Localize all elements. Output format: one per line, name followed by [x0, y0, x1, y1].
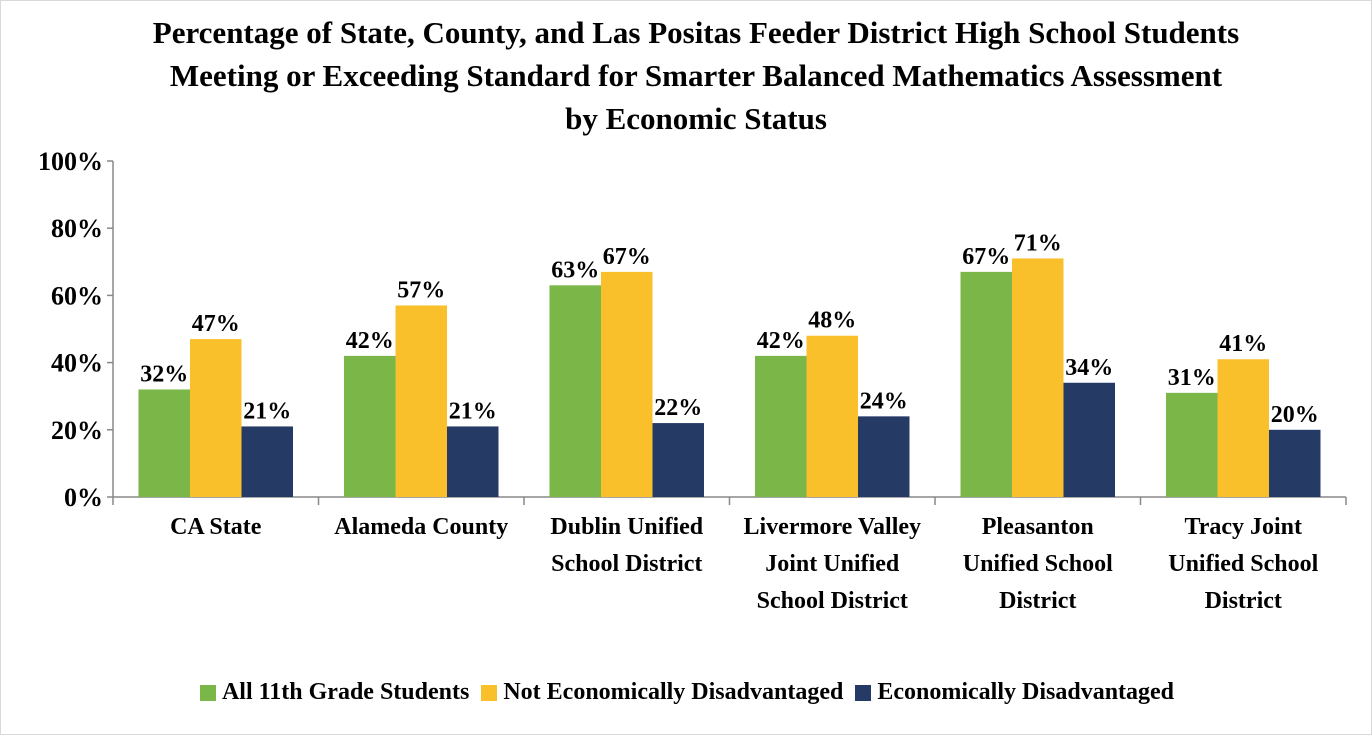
data-label: 48%	[808, 308, 856, 334]
y-tick-label: 20%	[51, 416, 103, 445]
x-tick-label: CA State	[170, 514, 262, 540]
legend-swatch	[481, 684, 498, 701]
bar	[549, 285, 601, 497]
y-tick-label: 80%	[51, 214, 103, 243]
data-label: 67%	[962, 244, 1010, 270]
x-tick-label: Tracy Joint Unified School District	[1168, 514, 1319, 614]
legend-swatch	[199, 684, 216, 701]
data-label: 47%	[192, 311, 240, 337]
x-tick-label: Dublin Unified School District	[550, 514, 704, 577]
bar	[1166, 392, 1218, 497]
bar	[138, 389, 190, 497]
data-label: 24%	[860, 388, 908, 414]
data-label: 41%	[1219, 331, 1267, 357]
chart-title: Percentage of State, County, and Las Pos…	[152, 15, 1240, 136]
y-tick-label: 40%	[51, 349, 103, 378]
data-label: 34%	[1065, 355, 1113, 381]
data-label: 42%	[346, 328, 394, 354]
x-tick-label: Pleasanton Unified School District	[962, 514, 1113, 614]
data-label: 31%	[1168, 365, 1216, 391]
data-label: 22%	[654, 395, 702, 421]
legend-label: Economically Disadvantaged	[877, 679, 1175, 705]
bar	[241, 426, 293, 497]
bar	[447, 426, 499, 497]
bar	[1012, 258, 1064, 497]
bar	[1269, 429, 1321, 497]
data-label: 67%	[603, 244, 651, 270]
legend-item: Economically Disadvantaged	[855, 679, 1174, 706]
bar	[806, 335, 858, 497]
bar	[601, 271, 653, 497]
y-tick-label: 100%	[38, 147, 103, 176]
data-label: 57%	[397, 277, 445, 303]
bar	[960, 271, 1012, 497]
bar	[344, 355, 396, 497]
legend-item: All 11th Grade Students	[199, 679, 470, 706]
legend-label: Not Economically Disadvantaged	[503, 679, 844, 705]
data-label: 32%	[140, 361, 188, 387]
bar	[395, 305, 447, 497]
legend-item: Not Economically Disadvantaged	[481, 679, 843, 706]
legend: All 11th Grade Students Not Economically …	[1, 679, 1371, 706]
bar	[1217, 359, 1269, 497]
data-label: 21%	[449, 398, 497, 424]
data-label: 63%	[551, 257, 599, 283]
bar	[755, 355, 807, 497]
bar	[1063, 382, 1115, 497]
legend-swatch	[855, 684, 872, 701]
bar	[858, 416, 910, 497]
x-tick-label: Livermore Valley Joint Unified School Di…	[743, 514, 922, 614]
y-tick-label: 60%	[51, 281, 103, 310]
data-label: 20%	[1271, 402, 1319, 428]
legend-label: All 11th Grade Students	[221, 679, 470, 705]
y-tick-label: 0%	[64, 483, 103, 512]
bar	[190, 339, 242, 497]
bar	[652, 423, 704, 497]
data-label: 21%	[243, 398, 291, 424]
data-label: 42%	[757, 328, 805, 354]
data-label: 71%	[1014, 230, 1062, 256]
x-tick-label: Alameda County	[334, 514, 509, 540]
